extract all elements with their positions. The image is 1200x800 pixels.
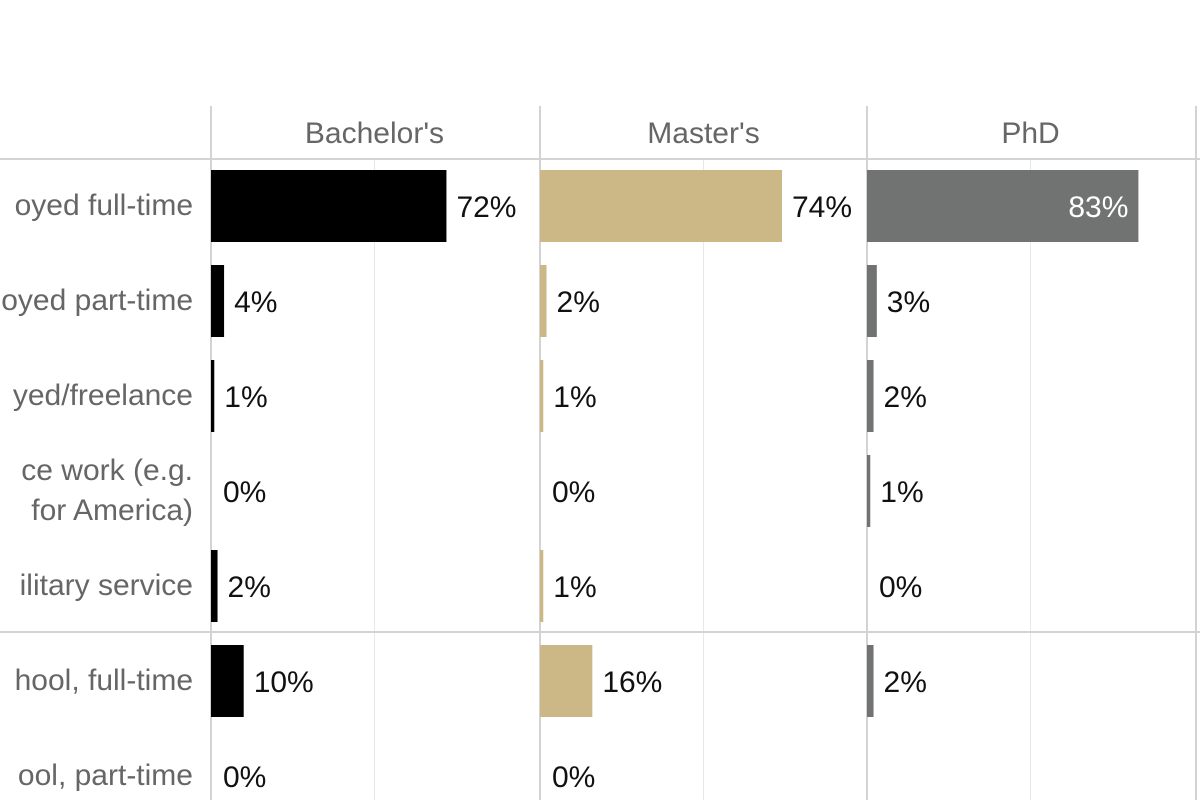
bar — [867, 265, 877, 337]
row-label: ce work (e.g. for America) — [21, 454, 193, 527]
data-label: 2% — [884, 381, 927, 414]
bar — [540, 170, 782, 242]
data-label: 0% — [552, 761, 595, 794]
data-label: 2% — [228, 571, 271, 604]
bar — [540, 265, 547, 337]
bar — [540, 550, 544, 622]
row-label: ilitary service — [20, 569, 193, 602]
column-header: Master's — [647, 117, 759, 150]
bar — [211, 170, 447, 242]
bar — [211, 550, 218, 622]
data-label: 1% — [224, 381, 267, 414]
data-label: 0% — [552, 476, 595, 509]
row-label: ool, part-time — [18, 759, 193, 792]
bar — [211, 265, 225, 337]
data-label: 1% — [553, 571, 596, 604]
bar — [867, 360, 874, 432]
data-label: 3% — [887, 286, 930, 319]
column-header: PhD — [1001, 117, 1059, 150]
row-label: oyed full-time — [15, 189, 193, 222]
bar — [867, 455, 871, 527]
column-header: Bachelor's — [305, 117, 444, 150]
data-label: 2% — [884, 666, 927, 699]
data-label: 4% — [234, 286, 277, 319]
data-label: 2% — [557, 286, 600, 319]
bar — [867, 170, 1139, 242]
bar — [867, 645, 874, 717]
bar — [540, 360, 544, 432]
data-label: 83% — [1068, 191, 1128, 224]
data-label: 72% — [456, 191, 516, 224]
data-label: 0% — [879, 571, 922, 604]
row-label: hool, full-time — [15, 664, 193, 697]
data-label: 0% — [223, 761, 266, 794]
data-label: 0% — [223, 476, 266, 509]
data-label: 74% — [792, 191, 852, 224]
bar — [211, 645, 244, 717]
data-label: 10% — [254, 666, 314, 699]
bar — [211, 360, 215, 432]
data-label: 1% — [553, 381, 596, 414]
data-label: 1% — [880, 476, 923, 509]
bar — [540, 645, 593, 717]
row-label: oyed part-time — [1, 284, 193, 317]
data-label: 16% — [602, 666, 662, 699]
row-label: yed/freelance — [13, 379, 193, 412]
